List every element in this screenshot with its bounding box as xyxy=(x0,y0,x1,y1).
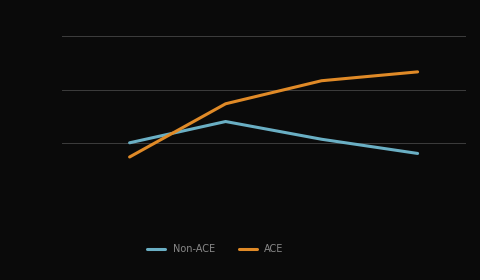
Legend: Non-ACE, ACE: Non-ACE, ACE xyxy=(144,241,288,258)
ACE xyxy=(415,70,420,74)
ACE xyxy=(223,102,228,106)
Non-ACE xyxy=(319,137,324,141)
Non-ACE xyxy=(127,141,132,144)
ACE xyxy=(319,79,324,82)
Line: Non-ACE: Non-ACE xyxy=(130,122,418,153)
Line: ACE: ACE xyxy=(130,72,418,157)
Non-ACE xyxy=(415,152,420,155)
Non-ACE xyxy=(223,120,228,123)
ACE xyxy=(127,155,132,159)
